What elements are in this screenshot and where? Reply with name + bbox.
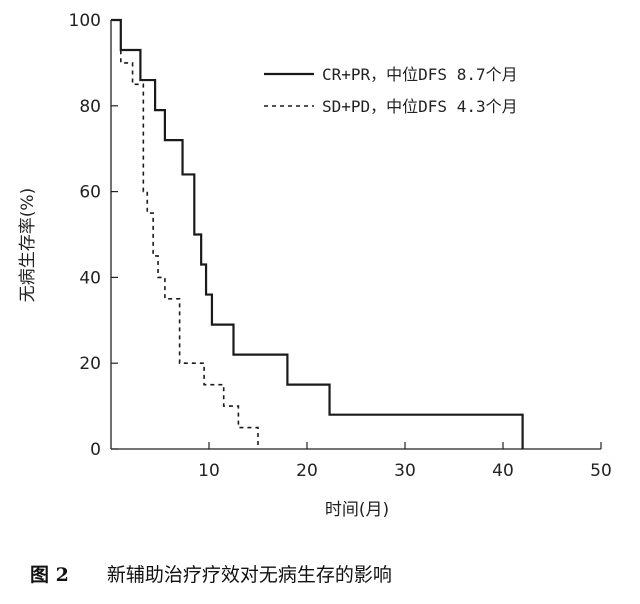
x-tick-label: 50 <box>590 461 612 481</box>
y-tick-label: 60 <box>79 183 101 203</box>
y-tick-label: 20 <box>79 354 101 374</box>
axes <box>110 20 601 450</box>
caption-text: 新辅助治疗疗效对无病生存的影响 <box>106 564 392 586</box>
series-lines <box>111 18 524 449</box>
series-line-2 <box>111 19 259 449</box>
x-tick-label: 40 <box>492 461 514 481</box>
x-tick-label: 10 <box>198 461 220 481</box>
y-tick-label: 40 <box>79 268 101 288</box>
y-tick-label: 80 <box>79 97 101 117</box>
chart: 0 20 40 60 80 100 10 20 30 40 50 CR+PR，中位DFS 8.7个… <box>18 11 612 520</box>
x-axis-ticks: 10 20 30 40 50 <box>198 442 612 481</box>
legend-label: CR+PR，中位DFS 8.7个月 <box>322 65 518 84</box>
figure-number: 图 2 <box>30 564 69 586</box>
y-tick-label: 0 <box>90 440 101 460</box>
series-line-1 <box>111 18 524 449</box>
x-tick-label: 30 <box>394 461 416 481</box>
y-tick-label: 100 <box>69 11 101 31</box>
legend-label: SD+PD，中位DFS 4.3个月 <box>322 97 518 116</box>
x-tick-label: 20 <box>296 461 318 481</box>
legend: CR+PR，中位DFS 8.7个月 SD+PD，中位DFS 4.3个月 <box>264 65 518 116</box>
x-axis-label: 时间(月) <box>325 500 389 520</box>
y-axis-ticks: 0 20 40 60 80 100 <box>69 11 118 460</box>
y-axis-label: 无病生存率(%) <box>18 188 38 302</box>
figure-caption: 图 2 新辅助治疗疗效对无病生存的影响 <box>30 560 392 587</box>
